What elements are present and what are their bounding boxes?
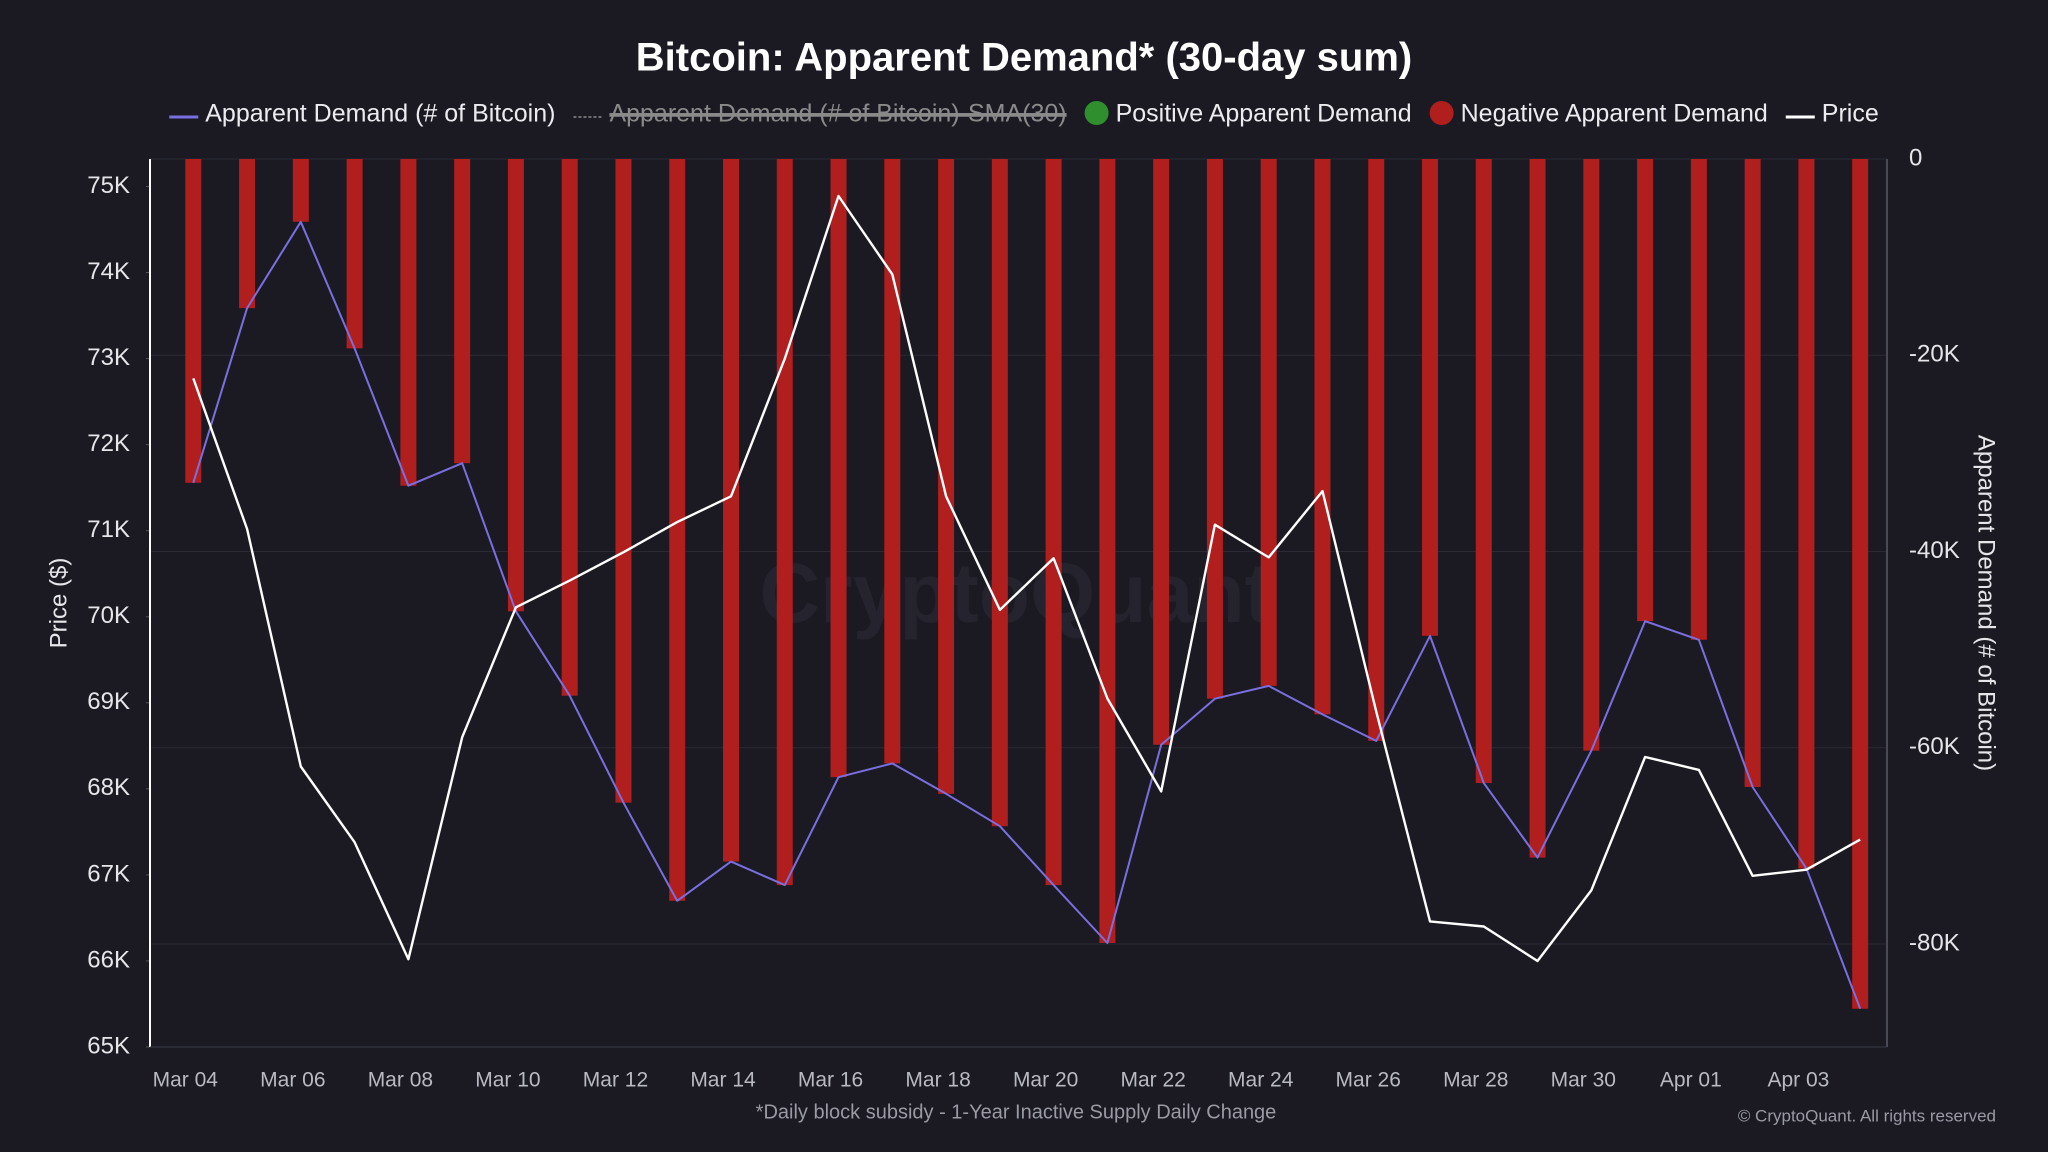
legend-item: Positive Apparent Demand [1084,100,1412,128]
legend-label: Positive Apparent Demand [1116,100,1412,128]
x-tick-label: Mar 06 [260,1069,325,1092]
legend-label: Price [1822,100,1879,128]
x-tick-label: Mar 10 [475,1069,540,1092]
y-tick-label: 73K [87,344,130,371]
x-tick-label: Apr 03 [1767,1069,1829,1092]
legend-item: Price [1785,100,1879,128]
y-tick-label: 70K [87,602,130,629]
y2-tick-label: -60K [1909,733,1960,760]
y2-tick-label: -80K [1909,929,1960,956]
x-tick-label: Mar 24 [1228,1069,1294,1092]
x-tick-label: Mar 20 [1013,1069,1078,1092]
bar [454,159,471,464]
line-series [192,194,1861,963]
bar [615,159,632,803]
bar [1852,159,1869,1009]
bar [1045,159,1062,886]
bar [1798,159,1815,869]
bar [1690,159,1707,640]
bar [1637,159,1654,622]
bar [507,159,524,612]
bar [669,159,686,901]
bar [1583,159,1600,751]
y-tick-label: 65K [87,1032,130,1059]
bar [1206,159,1223,699]
x-tick-label: Mar 16 [798,1069,863,1092]
bar [1744,159,1761,787]
legend-label: Apparent Demand (# of Bitcoin)-SMA(30) [609,100,1066,128]
bar [561,159,578,696]
y-tick-label: 74K [87,258,130,285]
x-tick-label: Mar 26 [1336,1069,1401,1092]
bar [1153,159,1170,745]
x-tick-label: Mar 08 [368,1069,433,1092]
y-tick-label: 72K [87,430,130,457]
x-tick-label: Apr 01 [1660,1069,1722,1092]
legend-item: Negative Apparent Demand [1429,100,1768,128]
bar [938,159,955,794]
footnote: *Daily block subsidy - 1-Year Inactive S… [756,1101,1277,1123]
legend-item: Apparent Demand (# of Bitcoin) [169,100,555,128]
legend-marker [1429,101,1454,125]
bar [1260,159,1277,686]
line-series [192,220,1862,1010]
legend-label: Apparent Demand (# of Bitcoin) [205,100,555,128]
plot-area: 0 -20K -40K -60K -80K 65K 66K 67K 68K 69K 70K 71K 72… [87,144,1959,1091]
y-tick-label: 68K [87,774,130,801]
legend-label: Negative Apparent Demand [1461,100,1768,128]
bar [1099,159,1116,943]
bar [1314,159,1331,715]
bar [185,159,202,483]
y-axis-title: Price ($) [45,558,72,649]
bar [991,159,1008,827]
y2-axis-title: Apparent Demand (# of Bitcoin) [1973,435,2000,771]
legend: Apparent Demand (# of Bitcoin) Apparent D… [169,100,1879,128]
bar [292,159,309,222]
bar [346,159,363,349]
x-tick-label: Mar 22 [1120,1069,1185,1092]
x-tick-label: Mar 28 [1443,1069,1508,1092]
y-tick-label: 69K [87,688,130,715]
legend-item: Apparent Demand (# of Bitcoin)-SMA(30) [573,100,1067,128]
bar [723,159,739,862]
y2-tick-label: -40K [1909,537,1960,564]
x-tick-label: Mar 12 [583,1069,648,1092]
bar [830,159,847,778]
bar [1529,159,1546,858]
x-tick-label: Mar 18 [905,1069,970,1092]
y-tick-label: 71K [87,516,130,543]
x-tick-label: Mar 04 [153,1069,219,1092]
chart-title: Bitcoin: Apparent Demand* (30-day sum) [636,36,1412,80]
bar [239,159,256,309]
credit: © CryptoQuant. All rights reserved [1738,1106,1996,1125]
bar [400,159,417,486]
y2-tick-label: -20K [1909,341,1960,368]
x-tick-label: Mar 14 [690,1069,756,1092]
bar [1368,159,1385,741]
y-tick-label: 66K [87,946,130,973]
bar [1475,159,1492,784]
y2-tick-label: 0 [1909,144,1922,171]
legend-marker [1084,101,1109,125]
x-tick-label: Mar 30 [1551,1069,1616,1092]
bar [1422,159,1439,636]
y-tick-label: 67K [87,860,130,887]
bar [884,159,901,764]
y-tick-label: 75K [87,172,130,199]
bar [776,159,793,886]
